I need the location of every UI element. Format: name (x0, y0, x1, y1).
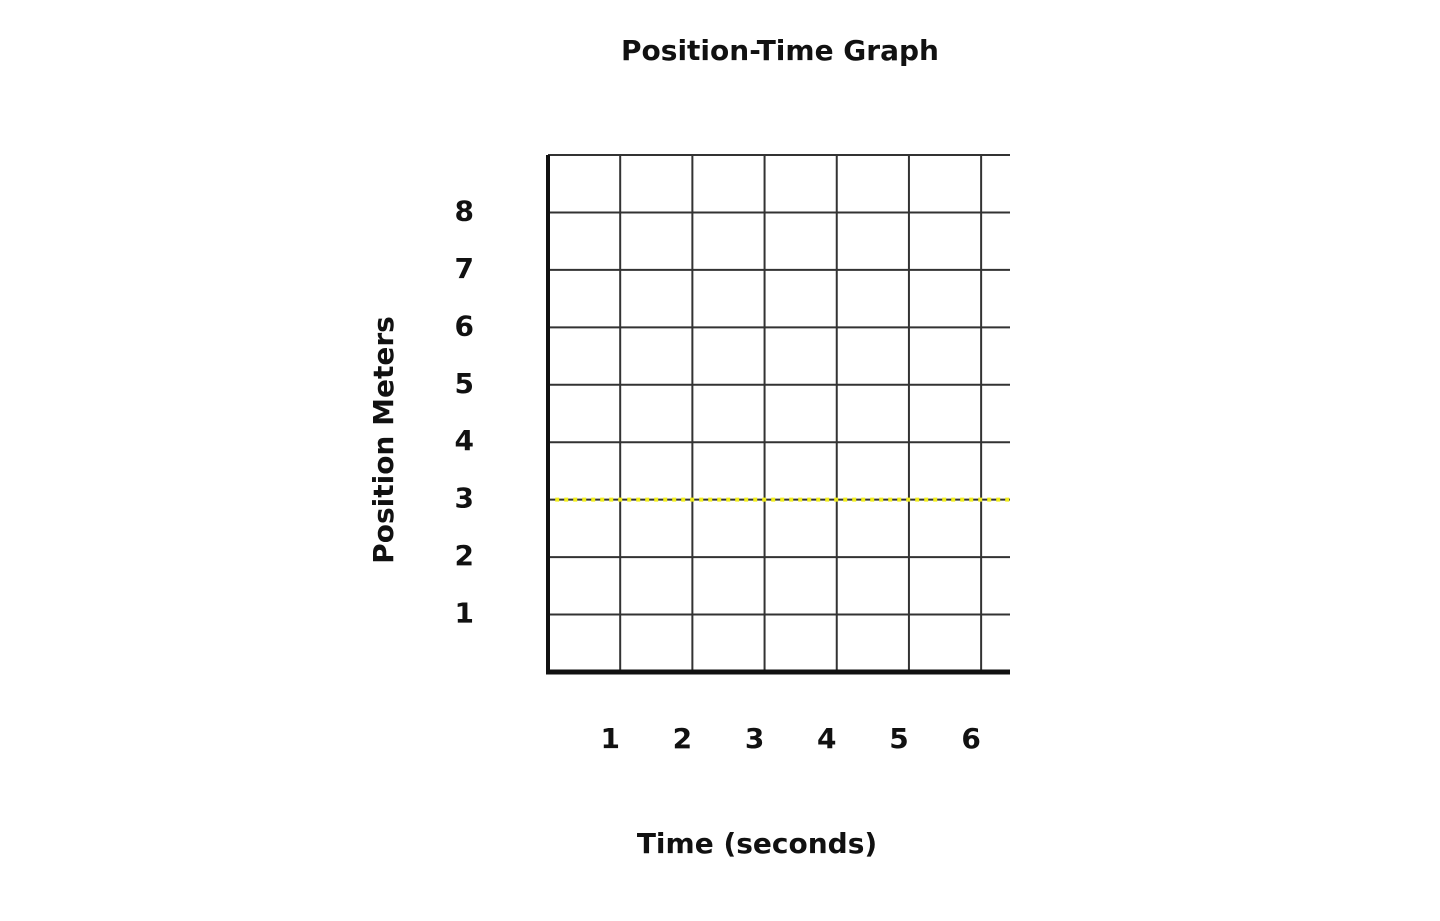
y-tick-label: 7 (455, 252, 474, 285)
y-tick-label: 8 (455, 194, 474, 227)
y-tick-label: 2 (455, 539, 474, 572)
x-tick-label: 2 (673, 722, 692, 755)
x-tick-label: 3 (745, 722, 764, 755)
x-tick-label: 6 (961, 722, 980, 755)
y-axis-label: Position Meters (367, 316, 400, 564)
y-tick-label: 4 (455, 424, 474, 457)
x-tick-label: 1 (600, 722, 619, 755)
x-tick-label: 4 (817, 722, 836, 755)
chart-title: Position-Time Graph (621, 34, 939, 67)
y-tick-label: 6 (455, 309, 474, 342)
x-tick-label: 5 (889, 722, 908, 755)
y-tick-label: 3 (455, 482, 474, 515)
x-axis-label: Time (seconds) (637, 827, 877, 860)
y-tick-label: 1 (455, 597, 474, 630)
y-tick-label: 5 (455, 367, 474, 400)
